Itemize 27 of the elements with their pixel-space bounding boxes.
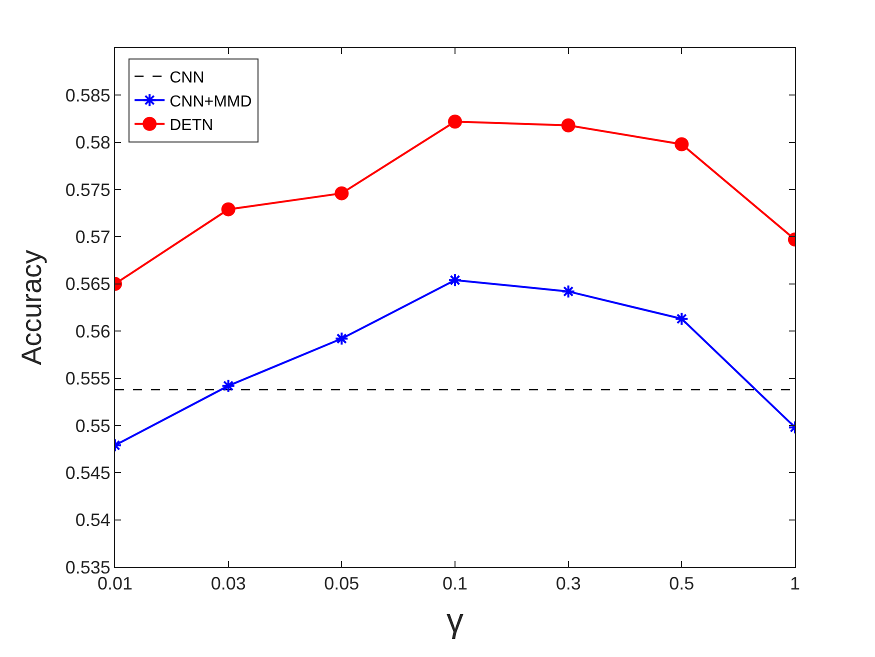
x-tick-label: 0.1 <box>442 574 468 594</box>
y-tick-label: 0.545 <box>65 462 110 483</box>
legend-label: CNN+MMD <box>170 93 252 110</box>
y-tick-label: 0.575 <box>65 180 110 200</box>
x-tick-label: 1 <box>790 574 800 594</box>
y-tick-label: 0.56 <box>75 321 110 342</box>
y-tick-label: 0.58 <box>75 132 110 153</box>
x-axis-title: γ <box>446 602 464 640</box>
legend-label: CNN <box>170 70 204 87</box>
legend-label: DETN <box>170 117 214 134</box>
x-tick-label: 0.3 <box>556 574 581 594</box>
point <box>334 186 349 200</box>
y-tick-label: 0.57 <box>75 227 110 248</box>
y-tick-label: 0.585 <box>65 85 110 106</box>
point <box>561 118 576 132</box>
x-tick-label: 0.03 <box>210 574 246 594</box>
y-tick-label: 0.565 <box>65 274 110 294</box>
y-tick-label: 0.55 <box>75 416 110 436</box>
y-tick-label: 0.54 <box>75 510 110 530</box>
point <box>448 114 462 129</box>
point <box>561 284 576 298</box>
x-tick-label: 0.05 <box>324 574 360 594</box>
point <box>448 273 462 288</box>
y-tick-label: 0.555 <box>65 368 110 389</box>
x-tick-label: 0.5 <box>669 574 694 594</box>
y-axis-title: Accuracy <box>16 250 48 366</box>
point <box>334 332 349 346</box>
